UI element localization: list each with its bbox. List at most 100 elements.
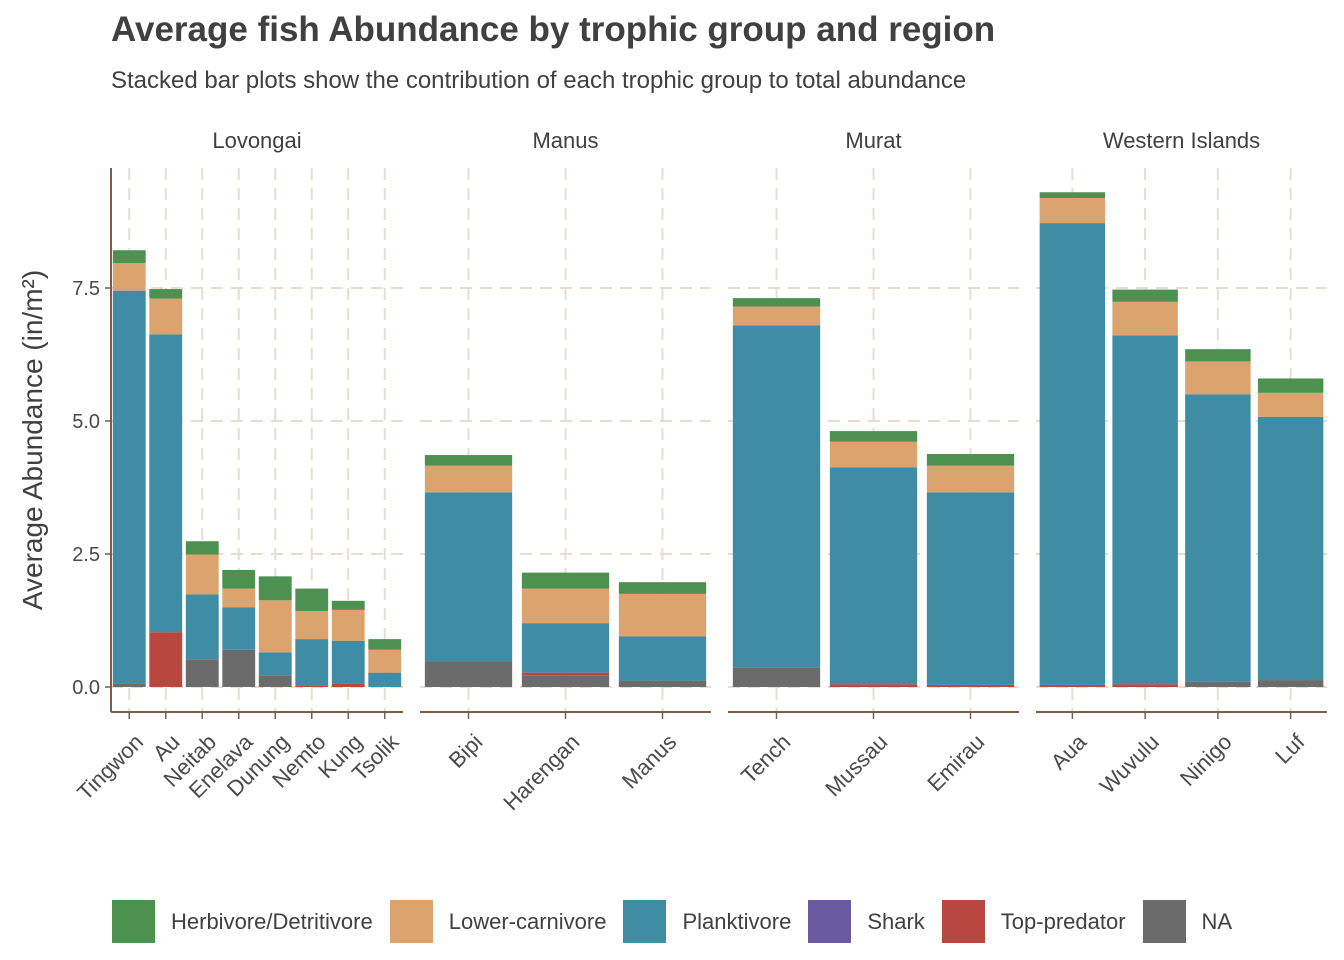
- bar-enelava-planktivore: [222, 607, 256, 650]
- bar-emirau-top-predator: [926, 684, 1015, 687]
- legend-item-na: NA: [1142, 900, 1233, 943]
- bar-tsolik-lower-carnivore: [368, 649, 402, 673]
- bar-nemto-top-predator: [295, 685, 329, 687]
- legend-label-shark: Shark: [867, 908, 925, 934]
- legend-swatch-top-predator: [941, 900, 985, 943]
- legend-item-lower-carnivore: Lower-carnivore: [389, 900, 607, 943]
- x-tick-label: Wuvulu: [1095, 729, 1164, 798]
- bar-aua-top-predator: [1039, 684, 1106, 687]
- bar-mussau-top-predator: [829, 684, 918, 687]
- bar-dunung-planktivore: [258, 652, 292, 676]
- y-tick-label: 0.0: [72, 677, 100, 699]
- bar-bipi-herbivore-detritivore: [424, 455, 513, 466]
- y-tick-label: 7.5: [72, 278, 100, 300]
- bar-aua-lower-carnivore: [1039, 198, 1106, 224]
- chart-plot: 0.0 2.5 5.0 7.5 Average Abundance (in/m²) Lov…: [17, 128, 1327, 815]
- x-tick-label: Harengan: [498, 729, 584, 815]
- y-axis-label: Average Abundance (in/m²): [17, 270, 48, 610]
- bar-luf-lower-carnivore: [1257, 392, 1324, 417]
- bar-mussau-herbivore-detritivore: [829, 431, 918, 442]
- bar-luf-herbivore-detritivore: [1257, 378, 1324, 393]
- bar-tench-planktivore: [732, 325, 821, 668]
- bar-enelava-lower-carnivore: [222, 588, 256, 608]
- bar-nemto-lower-carnivore: [295, 610, 329, 640]
- bar-harengan-top-predator: [521, 672, 610, 676]
- legend-item-planktivore: Planktivore: [623, 900, 791, 943]
- bar-au-lower-carnivore: [149, 298, 183, 335]
- bar-bipi-na: [424, 661, 513, 687]
- facet-panel-murat: Murat Tench Mussau Emirau: [728, 128, 1019, 801]
- x-tick-label: Manus: [617, 729, 681, 793]
- bar-dunung-herbivore-detritivore: [258, 576, 292, 601]
- bar-kung-top-predator: [331, 683, 365, 687]
- y-tick-label: 5.0: [72, 411, 100, 433]
- facet-label: Western Islands: [1103, 128, 1260, 153]
- bar-tingwon-planktivore: [112, 290, 146, 684]
- bar-ninigo-planktivore: [1185, 394, 1251, 682]
- bar-neitab-lower-carnivore: [185, 554, 219, 595]
- bar-emirau-planktivore: [926, 492, 1015, 685]
- bar-harengan-herbivore-detritivore: [521, 572, 610, 589]
- bar-au-herbivore-detritivore: [149, 289, 183, 299]
- chart-legend: Herbivore/Detritivore Lower-carnivore Pl…: [112, 900, 1249, 943]
- chart-title: Average fish Abundance by trophic group …: [111, 10, 996, 49]
- bar-nemto-planktivore: [295, 639, 329, 686]
- bar-wuvulu-planktivore: [1112, 335, 1178, 685]
- bar-dunung-lower-carnivore: [258, 600, 292, 653]
- bar-neitab-planktivore: [185, 594, 219, 660]
- bar-tench-herbivore-detritivore: [732, 298, 821, 307]
- x-tick-label: Bipi: [444, 729, 488, 773]
- bar-kung-lower-carnivore: [331, 609, 365, 641]
- bar-neitab-herbivore-detritivore: [185, 541, 219, 555]
- bar-wuvulu-lower-carnivore: [1112, 301, 1178, 336]
- legend-label-planktivore: Planktivore: [682, 908, 792, 934]
- legend-swatch-shark: [808, 900, 852, 943]
- bar-tingwon-herbivore-detritivore: [112, 250, 146, 263]
- legend-swatch-herbivore: [112, 900, 155, 943]
- bar-tsolik-planktivore: [368, 672, 402, 687]
- bar-tingwon-lower-carnivore: [112, 262, 146, 291]
- bar-ninigo-na: [1185, 681, 1251, 687]
- facet-label: Lovongai: [212, 128, 301, 153]
- bar-mussau-lower-carnivore: [829, 441, 918, 468]
- bar-manus-herbivore-detritivore: [618, 582, 707, 594]
- legend-label-herbivore: Herbivore/Detritivore: [171, 908, 373, 934]
- facet-panel-western-islands: Western Islands Aua Wuvulu Ninigo Luf: [1036, 128, 1327, 798]
- x-tick-label: Luf: [1270, 729, 1310, 769]
- bar-ninigo-herbivore-detritivore: [1185, 349, 1251, 362]
- legend-label-na: NA: [1201, 908, 1233, 934]
- bar-manus-na: [618, 680, 707, 687]
- x-tick-label: Mussau: [820, 729, 892, 801]
- bar-luf-na: [1257, 680, 1324, 687]
- legend-swatch-lower-carnivore: [389, 900, 433, 943]
- x-tick-label: Tench: [736, 729, 795, 788]
- bar-nemto-herbivore-detritivore: [295, 588, 329, 611]
- legend-swatch-planktivore: [623, 900, 667, 943]
- bar-harengan-na: [521, 675, 610, 687]
- facet-panel-manus: Manus Bipi Harengan Manus: [420, 128, 711, 815]
- bar-manus-planktivore: [618, 636, 707, 681]
- x-tick-label: Ninigo: [1175, 729, 1237, 791]
- bar-tingwon-na: [112, 683, 146, 687]
- bar-ninigo-lower-carnivore: [1185, 361, 1251, 395]
- bar-mussau-planktivore: [829, 467, 918, 685]
- bar-emirau-lower-carnivore: [926, 465, 1015, 493]
- x-tick-label: Tingwon: [72, 729, 148, 805]
- bar-kung-herbivore-detritivore: [331, 600, 365, 610]
- bar-bipi-lower-carnivore: [424, 465, 513, 493]
- facet-label: Manus: [532, 128, 598, 153]
- bar-luf-planktivore: [1257, 416, 1324, 681]
- x-tick-label: Emirau: [922, 729, 989, 796]
- bar-neitab-na: [185, 659, 219, 687]
- bar-au-top-predator: [149, 632, 183, 687]
- facet-label: Murat: [845, 128, 901, 153]
- x-tick-label: Aua: [1046, 729, 1092, 775]
- legend-label-lower-carnivore: Lower-carnivore: [448, 908, 607, 934]
- chart-subtitle: Stacked bar plots show the contribution …: [111, 67, 967, 94]
- bar-enelava-herbivore-detritivore: [222, 569, 256, 589]
- bar-enelava-na: [222, 649, 256, 687]
- bar-manus-lower-carnivore: [618, 593, 707, 637]
- legend-item-top-predator: Top-predator: [941, 900, 1126, 943]
- bar-bipi-planktivore: [424, 492, 513, 662]
